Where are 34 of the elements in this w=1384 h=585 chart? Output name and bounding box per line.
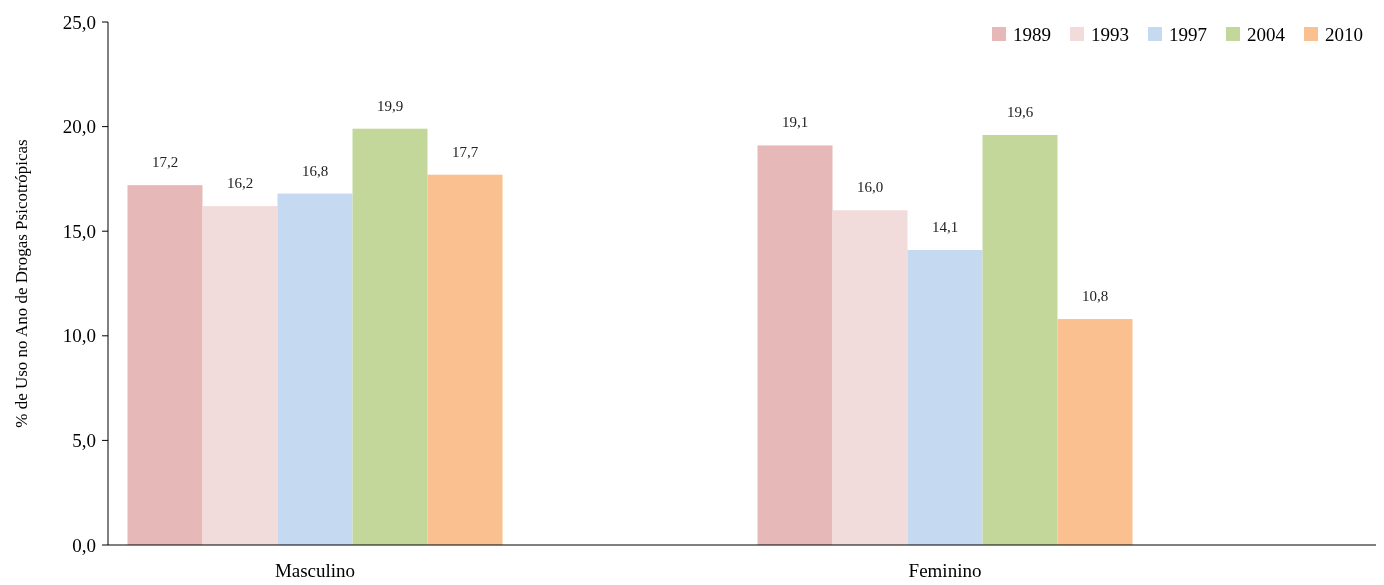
y-tick-label: 0,0 bbox=[72, 534, 96, 556]
bar bbox=[352, 128, 428, 545]
bar bbox=[757, 145, 833, 545]
bar bbox=[202, 206, 278, 545]
y-tick-label: 15,0 bbox=[62, 220, 96, 242]
legend-label: 1997 bbox=[1169, 23, 1207, 45]
bar bbox=[907, 250, 983, 545]
y-tick-label: 5,0 bbox=[72, 430, 96, 452]
legend-label: 2004 bbox=[1247, 23, 1286, 45]
bar bbox=[1057, 319, 1133, 545]
bar bbox=[127, 185, 203, 545]
data-label: 19,9 bbox=[376, 97, 404, 114]
data-label: 10,8 bbox=[1081, 288, 1109, 305]
data-label: 16,8 bbox=[301, 162, 329, 179]
legend-label: 2010 bbox=[1325, 23, 1363, 45]
data-label: 14,1 bbox=[931, 219, 959, 236]
data-label: 16,0 bbox=[856, 179, 884, 196]
x-tick-label: Feminino bbox=[908, 560, 982, 581]
y-axis-title: % de Uso no Ano de Drogas Psicotrópicas bbox=[12, 139, 31, 428]
data-label: 19,6 bbox=[1006, 103, 1034, 120]
data-label: 16,2 bbox=[226, 175, 254, 192]
bar bbox=[832, 210, 908, 545]
y-tick-label: 25,0 bbox=[62, 11, 96, 33]
bar bbox=[982, 134, 1058, 545]
y-tick-label: 20,0 bbox=[62, 116, 96, 138]
x-tick-label: Masculino bbox=[274, 560, 356, 581]
data-label: 17,7 bbox=[451, 143, 479, 160]
data-label: 17,2 bbox=[151, 154, 179, 171]
legend-label: 1993 bbox=[1091, 23, 1129, 45]
bar bbox=[277, 193, 353, 545]
data-label: 19,1 bbox=[781, 114, 809, 131]
bar bbox=[427, 174, 503, 545]
legend-label: 1989 bbox=[1013, 23, 1051, 45]
y-tick-label: 10,0 bbox=[62, 325, 96, 347]
